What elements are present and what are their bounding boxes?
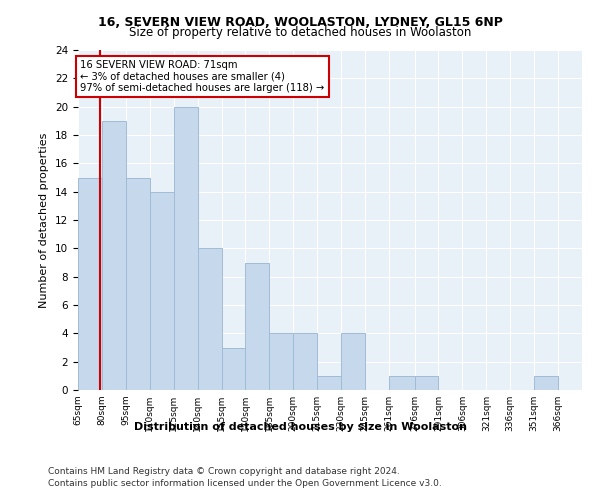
Text: Distribution of detached houses by size in Woolaston: Distribution of detached houses by size …: [133, 422, 467, 432]
Bar: [102, 121, 126, 390]
Text: 16, SEVERN VIEW ROAD, WOOLASTON, LYDNEY, GL15 6NP: 16, SEVERN VIEW ROAD, WOOLASTON, LYDNEY,…: [98, 16, 502, 29]
Bar: [173, 106, 197, 390]
Y-axis label: Number of detached properties: Number of detached properties: [40, 132, 49, 308]
Bar: [389, 376, 415, 390]
Bar: [269, 334, 293, 390]
Bar: [245, 262, 269, 390]
Bar: [78, 178, 102, 390]
Bar: [534, 376, 558, 390]
Bar: [150, 192, 173, 390]
Text: Size of property relative to detached houses in Woolaston: Size of property relative to detached ho…: [129, 26, 471, 39]
Bar: [126, 178, 150, 390]
Bar: [415, 376, 439, 390]
Bar: [197, 248, 221, 390]
Bar: [317, 376, 341, 390]
Bar: [341, 334, 365, 390]
Bar: [221, 348, 245, 390]
Bar: [293, 334, 317, 390]
Text: Contains public sector information licensed under the Open Government Licence v3: Contains public sector information licen…: [48, 479, 442, 488]
Text: 16 SEVERN VIEW ROAD: 71sqm
← 3% of detached houses are smaller (4)
97% of semi-d: 16 SEVERN VIEW ROAD: 71sqm ← 3% of detac…: [80, 60, 325, 93]
Text: Contains HM Land Registry data © Crown copyright and database right 2024.: Contains HM Land Registry data © Crown c…: [48, 468, 400, 476]
